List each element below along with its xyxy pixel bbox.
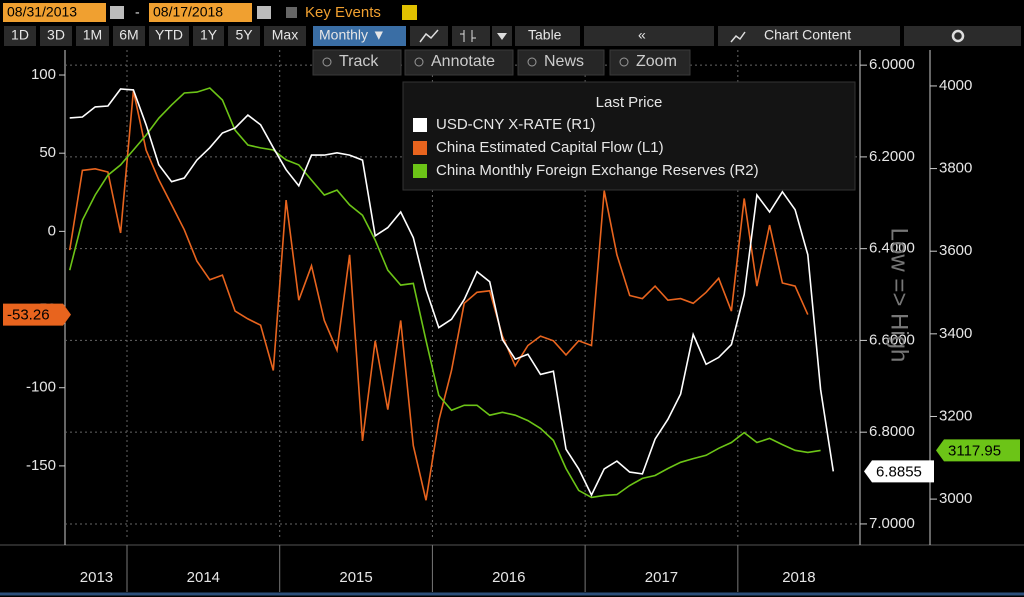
tool-button[interactable] — [312, 49, 402, 76]
x-tick-label: 2017 — [645, 569, 678, 586]
last-value-label: 6.8855 — [876, 463, 922, 480]
last-value-tag — [864, 460, 934, 483]
end-date-field[interactable] — [149, 3, 252, 22]
legend-swatch — [413, 118, 427, 132]
period-button[interactable] — [113, 26, 145, 46]
start-date-field[interactable] — [3, 3, 106, 22]
end-date[interactable]: 08/17/2018 — [153, 4, 223, 20]
series-line — [68, 87, 821, 499]
period-label[interactable]: 1D — [11, 27, 29, 43]
legend-swatch — [413, 141, 427, 155]
tool-label[interactable]: News — [544, 53, 584, 70]
table[interactable]: Table — [528, 27, 562, 43]
line-icon — [419, 29, 439, 43]
y-tick-label: 50 — [39, 144, 56, 161]
last-value-label: 3117.95 — [948, 442, 1001, 459]
y-tick-label: 0 — [48, 222, 56, 239]
tool-icon — [322, 57, 332, 67]
y-tick-label: -150 — [26, 457, 56, 474]
y3-tick-label: 3800 — [939, 160, 972, 177]
checkbox[interactable] — [286, 7, 297, 18]
date-separator: - — [135, 4, 140, 20]
last-value-tag — [936, 439, 1020, 462]
tool-label[interactable]: Annotate — [431, 53, 495, 70]
table-button[interactable] — [515, 26, 580, 46]
y2-tick-label: 6.6000 — [869, 331, 915, 348]
period-label[interactable]: Max — [272, 27, 298, 43]
period-label[interactable]: 1Y — [200, 27, 218, 43]
dropdown-icon — [497, 33, 507, 40]
legend-label: China Monthly Foreign Exchange Reserves … — [436, 162, 759, 179]
tool-buttons: Track Annotate News Zoom — [312, 49, 691, 76]
period-button[interactable] — [149, 26, 189, 46]
y3-tick-label: 3000 — [939, 490, 972, 507]
tool-button[interactable] — [517, 49, 605, 76]
period-label[interactable]: 6M — [119, 27, 138, 43]
y2-tick-label: 6.4000 — [869, 240, 915, 257]
x-tick-label: 2016 — [492, 569, 525, 586]
axis-label: Low => High — [886, 228, 913, 363]
legend — [402, 81, 856, 191]
period-label[interactable]: 1M — [83, 27, 102, 43]
chart-content-button[interactable] — [718, 26, 900, 46]
chart-content[interactable]: Chart Content — [764, 27, 851, 43]
period-button[interactable] — [76, 26, 109, 46]
y3-tick-label: 3400 — [939, 325, 972, 342]
tool-button[interactable] — [609, 49, 691, 76]
period-button[interactable] — [264, 26, 306, 46]
y2-tick-label: 7.0000 — [869, 515, 915, 532]
x-tick-label: 2015 — [339, 569, 372, 586]
legend-swatch — [413, 164, 427, 178]
y3-tick-label: 3600 — [939, 242, 972, 259]
y-tick-label: 100 — [31, 66, 56, 83]
tool-label[interactable]: Track — [339, 53, 379, 70]
x-tick-label: 2013 — [80, 569, 113, 586]
x-tick-label: 2014 — [187, 569, 220, 586]
collapse[interactable]: « — [638, 27, 646, 43]
tool-icon — [619, 57, 629, 67]
last-value-label: -53.26 — [7, 307, 50, 324]
tool-icon — [414, 57, 424, 67]
start-date[interactable]: 08/31/2013 — [7, 4, 77, 20]
series-line — [68, 90, 809, 501]
chart-content-icon — [730, 31, 746, 43]
period-label[interactable]: 5Y — [235, 27, 253, 43]
legend-label: USD-CNY X-RATE (R1) — [436, 116, 595, 133]
bar-icon — [460, 30, 476, 42]
key-events[interactable]: Key Events — [305, 4, 381, 21]
period-button[interactable] — [40, 26, 72, 46]
series-line — [69, 88, 835, 497]
y2-tick-label: 6.0000 — [869, 56, 915, 73]
bar-style-button[interactable] — [452, 26, 490, 46]
period-button[interactable] — [4, 26, 36, 46]
plot: 201320142015201620172018-150-100-5005010… — [0, 50, 1024, 596]
period-buttons: 1D 3D 1M 6M YTD 1Y 5Y Max — [4, 26, 306, 46]
period-button[interactable] — [193, 26, 224, 46]
period-label[interactable]: YTD — [155, 27, 183, 43]
period-label[interactable]: 3D — [47, 27, 65, 43]
tool-icon — [527, 57, 537, 67]
legend-entries: USD-CNY X-RATE (R1) China Estimated Capit… — [413, 116, 759, 179]
y3-tick-label: 4000 — [939, 77, 972, 94]
last-value-tag — [3, 303, 71, 326]
legend-label: China Estimated Capital Flow (L1) — [436, 139, 664, 156]
frequency[interactable]: Monthly ▼ — [319, 27, 386, 43]
frequency-button[interactable] — [313, 26, 406, 46]
tool-label[interactable]: Zoom — [636, 53, 677, 70]
gear-icon — [951, 29, 965, 43]
calendar-icon[interactable] — [257, 6, 271, 19]
y2-tick-label: 6.2000 — [869, 148, 915, 165]
legend-title: Last Price — [596, 94, 663, 111]
calendar-icon[interactable] — [110, 6, 124, 19]
y3-tick-label: 3200 — [939, 407, 972, 424]
x-tick-label: 2018 — [782, 569, 815, 586]
collapse-button[interactable] — [584, 26, 714, 46]
period-button[interactable] — [228, 26, 260, 46]
y-tick-label: -100 — [26, 379, 56, 396]
y2-tick-label: 6.8000 — [869, 423, 915, 440]
info-icon[interactable] — [402, 5, 417, 20]
